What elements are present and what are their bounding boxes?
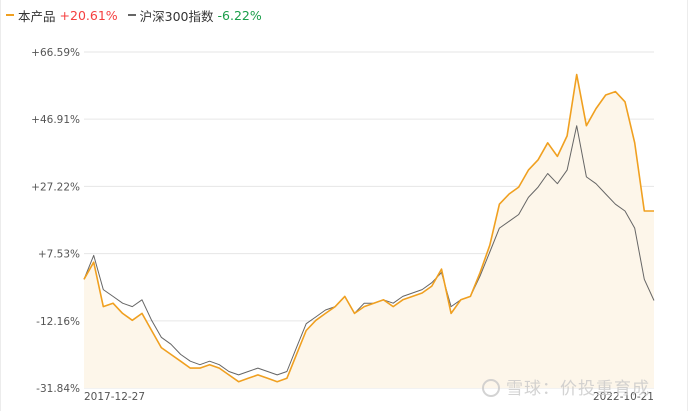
watermark: 雪球：价投重育成 [482, 374, 650, 399]
y-tick-label: -31.84% [36, 383, 80, 395]
snowball-logo-icon [482, 379, 500, 397]
left-border [0, 0, 1, 411]
legend-name-index: 沪深300指数 [139, 8, 214, 24]
legend-swatch-product [6, 14, 14, 16]
legend-swatch-index [127, 14, 136, 16]
y-tick-label: +66.59% [31, 47, 80, 59]
legend-item-index[interactable]: 沪深300指数 -6.22% [127, 6, 262, 25]
legend-change-index: -6.22% [217, 7, 262, 23]
legend-change-product: +20.61% [59, 7, 118, 23]
legend-item-product[interactable]: 本产品 +20.61% [6, 6, 118, 25]
y-tick-label: -12.16% [36, 316, 80, 328]
x-tick-label-start: 2017-12-27 [84, 391, 145, 403]
y-tick-label: +27.22% [31, 181, 80, 193]
legend-name-product: 本产品 [18, 8, 56, 24]
product-area-fill [84, 74, 654, 388]
series-line-product [83, 73, 654, 383]
series-line-index [83, 125, 655, 376]
y-tick-label: +46.91% [31, 114, 80, 126]
watermark-text: 雪球：价投重育成 [506, 379, 650, 399]
legend: 本产品 +20.61% 沪深300指数 -6.22% [6, 6, 272, 24]
x-tick-label-end: 2022-10-21 [593, 391, 654, 403]
y-tick-label: +7.53% [38, 249, 80, 261]
